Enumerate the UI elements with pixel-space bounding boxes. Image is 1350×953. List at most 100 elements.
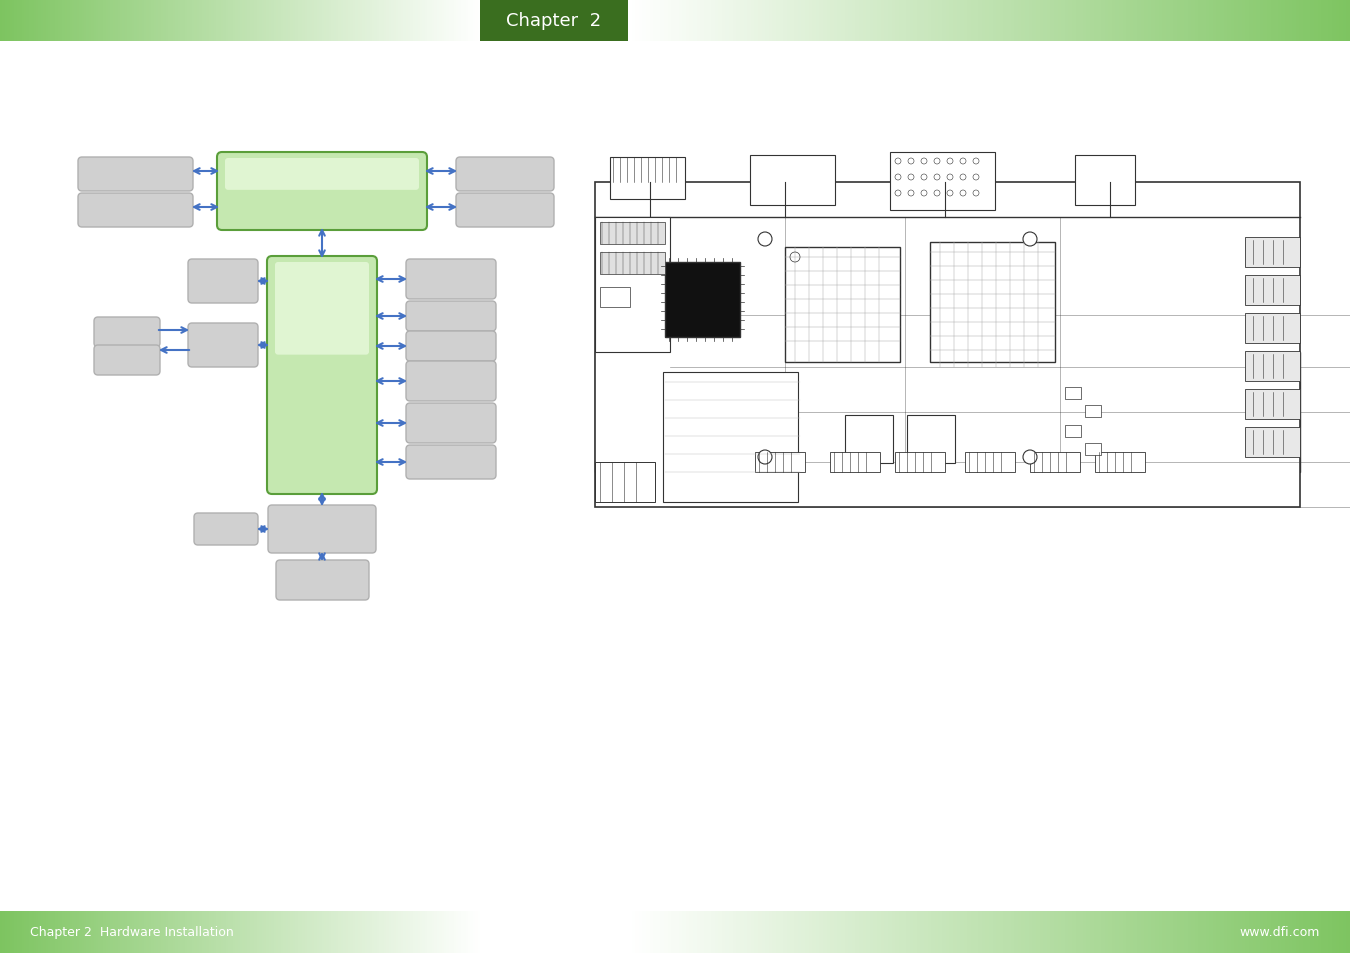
Bar [105,911,108,953]
FancyBboxPatch shape [78,158,193,192]
Bar [899,0,902,42]
Bar [1035,911,1040,953]
Bar [1210,911,1212,953]
Bar [1245,314,1300,344]
Bar [68,0,70,42]
Bar [324,911,327,953]
Bar [733,0,736,42]
Bar [873,0,878,42]
Bar [772,0,776,42]
Bar [1314,911,1318,953]
Bar [910,0,913,42]
Bar [74,911,77,953]
Bar [1281,0,1285,42]
Bar [460,0,463,42]
Bar [686,0,690,42]
Bar [331,911,333,953]
Bar [135,0,136,42]
Bar [971,911,975,953]
Bar [848,0,852,42]
Bar [180,911,182,953]
Bar [628,0,632,42]
Bar [317,911,319,953]
Bar [235,0,238,42]
Bar [891,911,895,953]
Bar [996,0,1000,42]
Bar [72,0,74,42]
Bar [783,911,787,953]
Bar [663,373,798,502]
Bar [1300,911,1303,953]
Bar [815,0,819,42]
Bar [154,911,157,953]
Bar [176,0,178,42]
Bar [154,0,157,42]
Bar [290,911,293,953]
Bar [813,0,815,42]
Bar [1206,911,1210,953]
Bar [244,0,247,42]
Bar [275,0,278,42]
Bar [117,911,120,953]
Bar [711,911,714,953]
Text: www.dfi.com: www.dfi.com [1239,925,1320,939]
Bar [321,911,324,953]
Bar [103,911,105,953]
Bar [1343,0,1346,42]
Bar [1085,406,1102,417]
Bar [841,0,845,42]
Bar [305,911,308,953]
Bar [99,0,101,42]
Bar [176,911,178,953]
Bar [1256,911,1260,953]
Bar [1266,0,1270,42]
Bar [148,0,151,42]
Bar [259,911,262,953]
Bar [682,0,686,42]
Bar [1014,0,1018,42]
Bar [1108,911,1112,953]
Bar [725,911,729,953]
Bar [1285,911,1289,953]
Bar [265,911,266,953]
Bar [185,911,188,953]
Bar [247,911,250,953]
Bar [185,0,188,42]
Bar [1245,0,1249,42]
Bar [319,0,321,42]
Bar [787,911,791,953]
Bar [1098,911,1100,953]
Bar [420,911,423,953]
Bar [841,911,845,953]
Bar [707,0,711,42]
Bar [352,0,355,42]
Bar [1322,911,1324,953]
Bar [0,911,3,953]
Bar [417,0,420,42]
Bar [768,0,772,42]
Bar [845,416,892,463]
Bar [1318,0,1322,42]
Bar [990,0,992,42]
Bar [470,911,472,953]
Bar [1148,911,1152,953]
Bar [1000,911,1003,953]
Bar [12,911,15,953]
Bar [776,0,779,42]
Bar [1035,0,1040,42]
Bar [340,0,343,42]
Bar [787,0,791,42]
Bar [382,0,383,42]
Bar [813,911,815,953]
Bar [1234,911,1238,953]
Bar [1289,0,1292,42]
Bar [1285,0,1289,42]
FancyBboxPatch shape [406,332,495,361]
Bar [1158,911,1162,953]
Bar [1296,0,1300,42]
Bar [938,0,942,42]
Bar [819,911,823,953]
Bar [852,0,856,42]
Bar [472,0,475,42]
Bar [437,0,439,42]
